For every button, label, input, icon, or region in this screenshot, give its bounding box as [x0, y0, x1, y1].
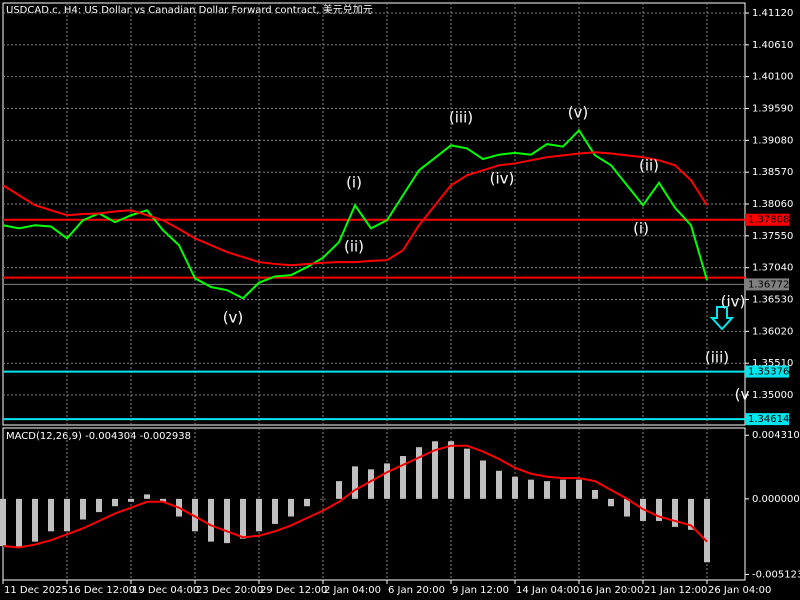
series-line	[2, 444, 708, 549]
y-tick-label: 1.36020	[752, 326, 793, 337]
histogram-bar	[544, 481, 550, 499]
histogram-bar	[432, 441, 438, 499]
histogram-bar	[672, 498, 678, 527]
histogram-bar	[128, 498, 134, 502]
histogram-bar	[528, 479, 534, 499]
y-tick-label: 1.41120	[752, 8, 793, 19]
y-tick-label: 1.37550	[752, 231, 793, 242]
wave-label: (ii)	[639, 157, 659, 175]
wave-label: (v)	[568, 104, 589, 122]
histogram-bar	[192, 498, 198, 532]
series-line	[2, 151, 708, 267]
x-tick-label: 11 Dec 2025	[4, 585, 68, 596]
histogram-bar	[16, 498, 22, 548]
wave-label: (v)	[223, 309, 244, 327]
histogram-bar	[688, 498, 694, 530]
chart-title: USDCAD.c, H4: US Dollar vs Canadian Doll…	[6, 3, 373, 16]
price-level-label: 1.34614	[748, 414, 789, 425]
wave-label: (i)	[346, 174, 362, 192]
histogram-bar	[592, 489, 598, 499]
wave-label: (iv)	[721, 293, 746, 311]
price-level-tag	[745, 213, 789, 226]
wave-label: (i)	[633, 220, 649, 238]
price-level-tag	[745, 413, 789, 426]
wave-label: (ii)	[344, 238, 364, 256]
y-tick-label: 1.36530	[752, 295, 793, 306]
y-tick-label: 1.35000	[752, 390, 793, 401]
histogram-bar	[512, 476, 518, 499]
histogram-bar	[416, 447, 422, 499]
histogram-bar	[336, 481, 342, 499]
histogram-bar	[224, 498, 230, 544]
histogram-bar	[304, 498, 310, 507]
x-tick-label: 21 Jan 12:00	[644, 585, 707, 596]
price-level-label: 1.37808	[748, 215, 789, 226]
histogram-bar	[624, 498, 630, 517]
down-arrow	[709, 306, 735, 331]
x-tick-label: 2 Jan 04:00	[324, 585, 381, 596]
wave-label: (iii)	[449, 109, 473, 127]
histogram-bar	[704, 498, 710, 563]
y-tick-label: 1.38060	[752, 199, 793, 210]
y-tick-label: -0.005123	[752, 569, 800, 580]
histogram-bar	[576, 479, 582, 499]
histogram-bar	[448, 441, 454, 499]
histogram-bar	[240, 498, 246, 539]
y-tick-label: 1.38570	[752, 167, 793, 178]
price-level-tag	[745, 278, 789, 291]
x-tick-label: 16 Jan 20:00	[580, 585, 643, 596]
y-tick-label: 1.39590	[752, 104, 793, 115]
histogram-bar	[256, 498, 262, 532]
main-panel-border	[2, 2, 746, 426]
histogram-bar	[496, 470, 502, 499]
histogram-bar	[464, 448, 470, 499]
histogram-bar	[144, 494, 150, 499]
price-level-tag	[745, 365, 789, 378]
x-tick-label: 6 Jan 20:00	[388, 585, 445, 596]
wave-label: (v	[735, 386, 750, 404]
x-tick-label: 14 Jan 04:00	[516, 585, 579, 596]
histogram-bar	[656, 498, 662, 521]
series-line	[2, 128, 708, 300]
histogram-bar	[96, 498, 102, 513]
y-tick-label: 1.39080	[752, 135, 793, 146]
y-tick-label: 0.000000	[752, 494, 800, 505]
wave-label: (iii)	[705, 349, 729, 367]
price-level-label: 1.36772	[748, 279, 789, 290]
histogram-bar	[64, 498, 70, 532]
x-tick-label: 19 Dec 04:00	[132, 585, 199, 596]
histogram-bar	[160, 498, 166, 502]
histogram-bar	[320, 498, 326, 500]
histogram-bar	[384, 463, 390, 499]
histogram-bar	[608, 498, 614, 507]
price-level-label: 1.35376	[748, 367, 789, 378]
y-tick-label: 1.40610	[752, 40, 793, 51]
histogram-bar	[368, 469, 374, 499]
histogram-bar	[560, 479, 566, 499]
x-tick-label: 29 Dec 12:00	[260, 585, 327, 596]
x-tick-label: 9 Jan 12:00	[452, 585, 509, 596]
y-tick-label: 1.40100	[752, 72, 793, 83]
x-tick-label: 23 Dec 20:00	[196, 585, 263, 596]
histogram-bar	[208, 498, 214, 542]
macd-title: MACD(12,26,9) -0.004304 -0.002938	[6, 431, 191, 442]
histogram-bar	[0, 498, 6, 547]
y-tick-label: 1.37040	[752, 263, 793, 274]
histogram-bar	[112, 498, 118, 507]
histogram-bar	[352, 466, 358, 499]
x-tick-label: 26 Jan 04:00	[708, 585, 771, 596]
histogram-bar	[48, 498, 54, 532]
histogram-bar	[272, 498, 278, 524]
wave-label: (iv)	[490, 170, 515, 188]
x-tick-label: 16 Dec 12:00	[68, 585, 135, 596]
histogram-bar	[288, 498, 294, 517]
y-tick-label: 0.004310	[752, 430, 800, 441]
y-tick-label: 1.35510	[752, 358, 793, 369]
histogram-bar	[80, 498, 86, 520]
histogram-bar	[32, 498, 38, 542]
histogram-bar	[400, 456, 406, 499]
histogram-bar	[480, 460, 486, 499]
